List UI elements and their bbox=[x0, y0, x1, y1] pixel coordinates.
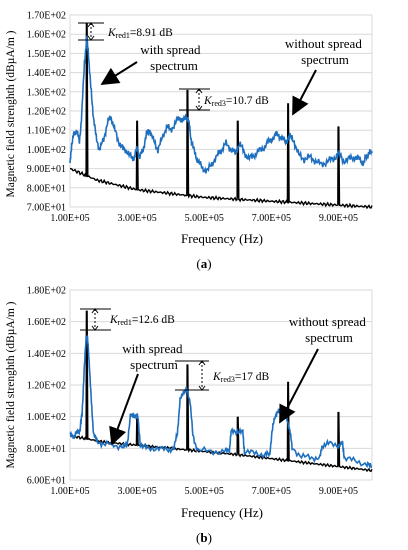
caption-a-open: ( bbox=[196, 256, 200, 271]
x-tick-label: 1.00E+05 bbox=[50, 486, 89, 497]
chart-a-kred1-label: Kred1=8.91 dB bbox=[107, 27, 173, 40]
chart-a-without-spread-arrow bbox=[292, 69, 317, 116]
kred1-a-sub: red1 bbox=[116, 31, 130, 40]
y-tick-label: 1.40E+02 bbox=[27, 68, 66, 79]
chart-b-y-axis-label: Magnetic field strenghth (dBµA/m ) bbox=[5, 301, 17, 468]
x-tick-label: 9.00E+05 bbox=[319, 486, 358, 497]
chart-b-y-tick-labels: 6.00E+01 8.00E+01 1.00E+02 1.20E+02 1.40E+02… bbox=[27, 286, 66, 487]
chart-a-series bbox=[69, 22, 373, 210]
caption-b-open: ( bbox=[196, 530, 200, 545]
chart-a-without-spread-label: without spread spectrum bbox=[285, 36, 365, 67]
y-tick-label: 1.80E+02 bbox=[27, 286, 66, 297]
chart-b-kred3-label: Kred3=17 dB bbox=[212, 371, 270, 384]
kred3-b-k: K bbox=[212, 371, 222, 383]
kred3-a-val: =10.7 dB bbox=[226, 95, 269, 107]
kred1-b-sub: red1 bbox=[118, 318, 132, 327]
kred3-b-sub: red3 bbox=[221, 375, 235, 384]
y-tick-label: 1.20E+02 bbox=[27, 107, 66, 118]
with-spread-a-line2: spectrum bbox=[150, 58, 198, 73]
caption-b-letter: b bbox=[200, 530, 207, 545]
chart-b-without-spread-label: without spread spectrum bbox=[289, 314, 369, 345]
y-tick-label: 1.60E+02 bbox=[27, 317, 66, 328]
without-spread-a-line1: without spread bbox=[285, 36, 362, 51]
y-tick-label: 1.70E+02 bbox=[27, 11, 66, 22]
chart-a-kred1-marker bbox=[78, 22, 104, 41]
y-tick-label: 1.00E+02 bbox=[27, 145, 66, 156]
chart-a-x-tick-labels: 1.00E+05 3.00E+05 5.00E+05 7.00E+05 9.00E+05 bbox=[50, 213, 358, 224]
x-tick-label: 7.00E+05 bbox=[252, 486, 291, 497]
caption-a-letter: a bbox=[201, 256, 208, 271]
y-tick-label: 8.00E+01 bbox=[27, 444, 66, 455]
chart-a-y-tick-labels: 7.00E+01 8.00E+01 9.00E+01 1.00E+02 1.10E+02… bbox=[27, 11, 66, 214]
chart-b-kred1-marker bbox=[80, 308, 111, 331]
y-tick-label: 1.10E+02 bbox=[27, 126, 66, 137]
chart-b-kred1-label: Kred1=12.6 dB bbox=[109, 314, 175, 327]
panel-a: 7.00E+01 8.00E+01 9.00E+01 1.00E+02 1.10E+02… bbox=[5, 11, 373, 271]
chart-b-gridlines bbox=[70, 289, 372, 481]
kred1-a-k: K bbox=[107, 27, 117, 39]
chart-b-x-axis-label: Frequency (Hz) bbox=[181, 505, 263, 520]
caption-b-close: ) bbox=[208, 530, 212, 545]
chart-a-with-spread-label: with spread spectrum bbox=[140, 42, 204, 73]
chart-a-kred3-marker bbox=[179, 88, 210, 111]
x-tick-label: 7.00E+05 bbox=[252, 213, 291, 224]
chart-a-with-spread-arrow bbox=[100, 61, 138, 85]
chart-a-kred3-label: Kred3=10.7 dB bbox=[203, 95, 269, 108]
without-spread-a-line2: spectrum bbox=[301, 52, 349, 67]
y-tick-label: 1.30E+02 bbox=[27, 87, 66, 98]
chart-b-x-tick-labels: 1.00E+05 3.00E+05 5.00E+05 7.00E+05 9.00E+05 bbox=[50, 486, 358, 497]
without-spread-b-line1: without spread bbox=[289, 314, 366, 329]
chart-b-caption: (b) bbox=[196, 530, 212, 545]
x-tick-label: 5.00E+05 bbox=[185, 486, 224, 497]
caption-a-close: ) bbox=[207, 256, 211, 271]
chart-a-caption: (a) bbox=[196, 256, 211, 271]
chart-a-x-axis-label: Frequency (Hz) bbox=[181, 231, 263, 246]
with-spread-b-line1: with spread bbox=[122, 341, 183, 356]
x-tick-label: 3.00E+05 bbox=[117, 213, 156, 224]
panel-b: 6.00E+01 8.00E+01 1.00E+02 1.20E+02 1.40E+02… bbox=[5, 286, 373, 545]
kred3-a-sub: red3 bbox=[212, 99, 226, 108]
chart-b-kred3-marker bbox=[175, 360, 209, 391]
series-with-spread-line bbox=[69, 335, 372, 469]
kred1-b-val: =12.6 dB bbox=[132, 314, 175, 326]
y-tick-label: 6.00E+01 bbox=[27, 476, 66, 487]
chart-a-y-axis-label: Magnetic field strenghth (dBµA/m ) bbox=[5, 30, 17, 197]
series-without-spread-line bbox=[69, 22, 373, 210]
y-tick-label: 1.60E+02 bbox=[27, 30, 66, 41]
kred1-a-val: =8.91 dB bbox=[130, 27, 173, 39]
y-tick-label: 8.00E+01 bbox=[27, 183, 66, 194]
kred3-a-k: K bbox=[203, 95, 213, 107]
with-spread-a-line1: with spread bbox=[140, 42, 201, 57]
x-tick-label: 1.00E+05 bbox=[50, 213, 89, 224]
chart-b-with-spread-label: with spread spectrum bbox=[122, 341, 186, 372]
kred1-b-k: K bbox=[109, 314, 119, 326]
with-spread-b-line2: spectrum bbox=[130, 357, 178, 372]
x-tick-label: 5.00E+05 bbox=[185, 213, 224, 224]
y-tick-label: 1.20E+02 bbox=[27, 381, 66, 392]
y-tick-label: 7.00E+01 bbox=[27, 203, 66, 214]
without-spread-b-line2: spectrum bbox=[305, 330, 353, 345]
chart-b-with-spread-arrow bbox=[109, 373, 139, 446]
y-tick-label: 1.00E+02 bbox=[27, 412, 66, 423]
y-tick-label: 1.50E+02 bbox=[27, 49, 66, 60]
y-tick-label: 1.40E+02 bbox=[27, 349, 66, 360]
chart-b-without-spread-arrow bbox=[279, 348, 319, 424]
x-tick-label: 9.00E+05 bbox=[319, 213, 358, 224]
series-with-spread-line bbox=[69, 35, 373, 174]
y-tick-label: 9.00E+01 bbox=[27, 164, 66, 175]
x-tick-label: 3.00E+05 bbox=[117, 486, 156, 497]
kred3-b-val: =17 dB bbox=[235, 371, 270, 383]
